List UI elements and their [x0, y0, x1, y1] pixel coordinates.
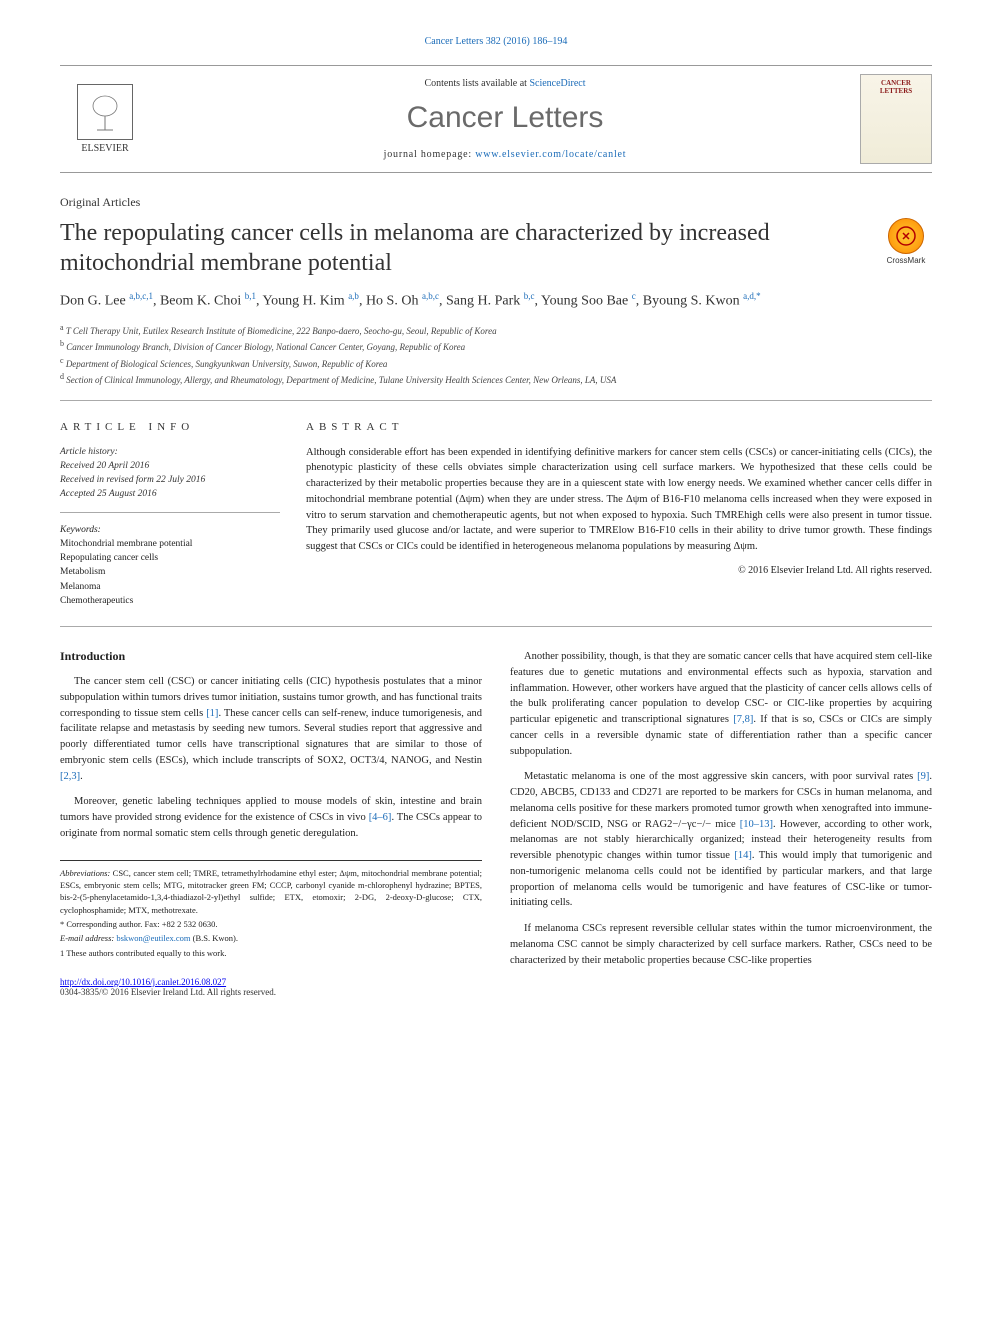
- contents-line: Contents lists available at ScienceDirec…: [150, 78, 860, 89]
- copyright-line: © 2016 Elsevier Ireland Ltd. All rights …: [306, 565, 932, 576]
- keyword-item: Metabolism: [60, 565, 280, 579]
- email-footnote: E-mail address: bskwon@eutilex.com (B.S.…: [60, 932, 482, 944]
- email-label: E-mail address:: [60, 933, 116, 943]
- abstract-text: Although considerable effort has been ex…: [306, 445, 932, 555]
- affiliations: a T Cell Therapy Unit, Eutilex Research …: [60, 322, 932, 401]
- citation-link[interactable]: [2,3]: [60, 771, 80, 782]
- keyword-item: Chemotherapeutics: [60, 594, 280, 608]
- article-info-heading: ARTICLE INFO: [60, 421, 280, 433]
- journal-cover-label: CANCER LETTERS: [865, 79, 927, 95]
- abbreviations-footnote: Abbreviations: CSC, cancer stem cell; TM…: [60, 867, 482, 916]
- page-footer: http://dx.doi.org/10.1016/j.canlet.2016.…: [60, 977, 482, 997]
- masthead: ELSEVIER Contents lists available at Sci…: [60, 65, 932, 173]
- history-accepted: Accepted 25 August 2016: [60, 489, 157, 499]
- history-received: Received 20 April 2016: [60, 461, 149, 471]
- crossmark-icon: [888, 218, 924, 254]
- abstract-column: ABSTRACT Although considerable effort ha…: [306, 421, 932, 609]
- homepage-prefix: journal homepage:: [384, 149, 476, 160]
- citation-link[interactable]: [1]: [206, 708, 218, 719]
- contents-prefix: Contents lists available at: [424, 78, 529, 89]
- citation-link[interactable]: [9]: [917, 771, 929, 782]
- homepage-link[interactable]: www.elsevier.com/locate/canlet: [475, 149, 626, 160]
- affiliation-line: d Section of Clinical Immunology, Allerg…: [60, 371, 932, 388]
- article-info-column: ARTICLE INFO Article history: Received 2…: [60, 421, 280, 609]
- issn-line: 0304-3835/© 2016 Elsevier Ireland Ltd. A…: [60, 987, 482, 997]
- body-paragraph: Moreover, genetic labeling techniques ap…: [60, 794, 482, 841]
- keyword-item: Melanoma: [60, 580, 280, 594]
- email-link[interactable]: bskwon@eutilex.com: [116, 933, 190, 943]
- equal-contrib-footnote: 1 These authors contributed equally to t…: [60, 947, 482, 959]
- body-paragraph: The cancer stem cell (CSC) or cancer ini…: [60, 674, 482, 784]
- footnotes: Abbreviations: CSC, cancer stem cell; TM…: [60, 860, 482, 959]
- journal-title: Cancer Letters: [150, 101, 860, 135]
- email-suffix: (B.S. Kwon).: [191, 933, 238, 943]
- body-paragraph: Metastatic melanoma is one of the most a…: [510, 769, 932, 911]
- keywords-block: Keywords: Mitochondrial membrane potenti…: [60, 523, 280, 609]
- running-head: Cancer Letters 382 (2016) 186–194: [60, 36, 932, 47]
- doi-link[interactable]: http://dx.doi.org/10.1016/j.canlet.2016.…: [60, 977, 482, 987]
- citation-link[interactable]: [10–13]: [740, 819, 773, 830]
- homepage-line: journal homepage: www.elsevier.com/locat…: [150, 149, 860, 160]
- corresponding-author-footnote: * Corresponding author. Fax: +82 2 532 0…: [60, 918, 482, 930]
- article-type: Original Articles: [60, 195, 932, 210]
- journal-cover-thumbnail: CANCER LETTERS: [860, 74, 932, 164]
- affiliation-line: a T Cell Therapy Unit, Eutilex Research …: [60, 322, 932, 339]
- citation-link[interactable]: [7,8]: [733, 714, 753, 725]
- keyword-item: Repopulating cancer cells: [60, 551, 280, 565]
- article-title: The repopulating cancer cells in melanom…: [60, 218, 864, 278]
- abstract-heading: ABSTRACT: [306, 421, 932, 433]
- sciencedirect-link[interactable]: ScienceDirect: [529, 78, 585, 89]
- elsevier-tree-icon: [77, 84, 133, 140]
- keywords-label: Keywords:: [60, 523, 280, 537]
- history-revised: Received in revised form 22 July 2016: [60, 475, 205, 485]
- keyword-item: Mitochondrial membrane potential: [60, 537, 280, 551]
- citation-link[interactable]: [14]: [734, 850, 752, 861]
- right-column: Another possibility, though, is that the…: [510, 649, 932, 997]
- crossmark-widget[interactable]: CrossMark: [880, 218, 932, 265]
- affiliation-line: b Cancer Immunology Branch, Division of …: [60, 338, 932, 355]
- publisher-logo: ELSEVIER: [60, 84, 150, 154]
- history-label: Article history:: [60, 445, 280, 459]
- citation-link[interactable]: [4–6]: [369, 812, 392, 823]
- abbrev-label: Abbreviations:: [60, 868, 110, 878]
- body-paragraph: If melanoma CSCs represent reversible ce…: [510, 921, 932, 968]
- abbrev-text: CSC, cancer stem cell; TMRE, tetramethyl…: [60, 868, 482, 915]
- body-paragraph: Another possibility, though, is that the…: [510, 649, 932, 759]
- article-history: Article history: Received 20 April 2016 …: [60, 445, 280, 513]
- intro-heading: Introduction: [60, 649, 482, 664]
- body-columns: Introduction The cancer stem cell (CSC) …: [60, 649, 932, 997]
- author-list: Don G. Lee a,b,c,1, Beom K. Choi b,1, Yo…: [60, 290, 932, 312]
- left-column: Introduction The cancer stem cell (CSC) …: [60, 649, 482, 997]
- publisher-name: ELSEVIER: [81, 143, 128, 154]
- affiliation-line: c Department of Biological Sciences, Sun…: [60, 355, 932, 372]
- crossmark-label: CrossMark: [887, 256, 926, 265]
